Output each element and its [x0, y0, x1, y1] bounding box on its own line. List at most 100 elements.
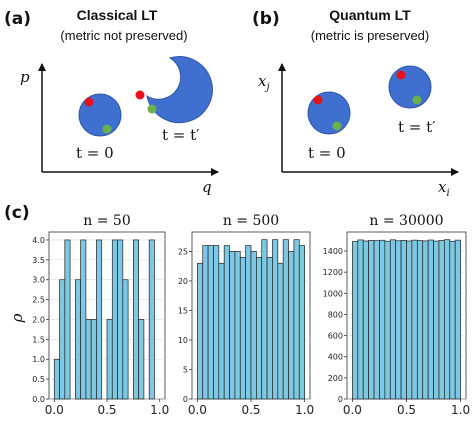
histogram-bar	[202, 245, 209, 400]
histogram-3: 0 200 400 600 800 1000 1200 1400 0.0 0.5 1.0 n = 30…	[323, 213, 470, 417]
histogram-bar	[362, 240, 369, 400]
y-tick-label: 1.0	[32, 355, 45, 364]
histogram-bar	[218, 262, 225, 400]
y-tick-label: 15	[178, 306, 188, 315]
panel-c-y-axis-label: ρ	[8, 313, 26, 323]
y-tick-label: 0	[338, 395, 343, 404]
histogram-bar	[59, 279, 66, 400]
y-tick-label: 0.5	[32, 375, 45, 384]
y-tick-label: 1200	[323, 268, 343, 277]
y-tick-label: 400	[328, 353, 343, 362]
histogram-bar	[106, 319, 113, 400]
x-tick-label: 0.0	[188, 403, 207, 417]
histogram-bar	[229, 251, 236, 400]
y-tick-label: 2.0	[32, 315, 45, 324]
green-point-marker	[332, 121, 342, 131]
histogram-bar	[288, 251, 295, 400]
histogram-bar	[357, 239, 364, 400]
panel-c: (c) ρ 0.0 0.5 1.0 1.5 2.0 2.5 3.0 3.5 4.0 0.0 0.5 1…	[4, 203, 470, 417]
histogram-bar	[213, 245, 220, 400]
red-point-marker	[84, 97, 94, 107]
y-tick-label: 4.0	[32, 236, 45, 245]
histogram-bar	[234, 251, 241, 400]
y-tick-label: 25	[178, 247, 188, 256]
histogram-bar	[197, 262, 204, 400]
histogram-bar	[406, 240, 413, 400]
panel-b-label: (b)	[252, 9, 280, 29]
x-tick-label: 1.0	[150, 403, 169, 417]
red-point-marker-evolved	[135, 90, 145, 100]
histogram-bar	[85, 319, 92, 400]
histogram-bar	[64, 239, 71, 400]
histogram-bar	[148, 239, 155, 400]
panel-a: (a) Classical LT (metric not preserved) …	[4, 7, 219, 196]
histogram-bar	[373, 240, 380, 400]
y-tick-label: 3.0	[32, 276, 45, 285]
panel-a-t0-label: t = 0	[76, 144, 114, 162]
histogram-bar	[111, 239, 118, 400]
histogram-bar	[207, 245, 214, 400]
panel-b: (b) Quantum LT (metric is preserved) xj …	[252, 7, 459, 199]
green-point-marker-evolved	[412, 95, 422, 105]
histogram-bar	[266, 257, 273, 400]
histogram-bar	[122, 279, 129, 400]
y-tick-label: 800	[328, 310, 343, 319]
histogram-bar	[250, 251, 257, 400]
histogram-bar	[298, 245, 305, 400]
x-tick-label: 1.0	[295, 403, 314, 417]
histogram-bar	[96, 239, 103, 400]
panel-b-t1-label: t = t′	[398, 118, 436, 136]
histogram-bar	[427, 239, 434, 400]
y-tick-label: 1400	[323, 247, 343, 256]
red-point-marker	[313, 95, 323, 105]
y-tick-label: 3.5	[32, 256, 45, 265]
panel-a-y-axis-label: p	[20, 68, 30, 86]
histogram-bar	[433, 240, 440, 400]
histogram-bar	[352, 241, 359, 400]
y-tick-label: 0.0	[32, 395, 45, 404]
panel-a-subtitle: (metric not preserved)	[60, 28, 187, 43]
histogram-bar	[138, 319, 145, 400]
histogram-bar	[293, 239, 300, 400]
histogram-bar	[438, 240, 445, 400]
panel-b-y-axis-label: xj	[258, 72, 270, 93]
y-tick-label: 200	[328, 374, 343, 383]
histogram-bar	[368, 240, 375, 400]
panel-b-subtitle: (metric is preserved)	[311, 28, 429, 43]
histogram-bar	[272, 239, 279, 400]
x-tick-label: 0.5	[97, 403, 116, 417]
histogram-bar	[261, 239, 268, 400]
panel-a-x-axis-label: q	[202, 178, 212, 196]
panel-b-title: Quantum LT	[329, 7, 411, 23]
x-tick-label: 0.5	[397, 403, 416, 417]
panel-b-x-axis-label: xi	[438, 178, 450, 199]
green-point-marker-evolved	[147, 104, 157, 114]
x-tick-label: 0.5	[241, 403, 260, 417]
histogram-1: 0.0 0.5 1.0 1.5 2.0 2.5 3.0 3.5 4.0 0.0 0.5 1.0 n = …	[32, 213, 169, 417]
y-tick-label: 1000	[323, 289, 343, 298]
distorted-phase-space-crescent	[146, 56, 213, 124]
green-point-marker	[102, 124, 112, 134]
y-tick-label: 10	[178, 336, 188, 345]
histogram-bar	[444, 239, 451, 400]
histogram-bar	[384, 240, 391, 400]
histogram-bar	[256, 257, 263, 400]
evolved-quantum-state-blob	[388, 65, 432, 109]
y-tick-label: 5	[183, 365, 188, 374]
histogram-bar	[379, 239, 386, 400]
histogram-bar	[454, 239, 461, 400]
histogram-bar	[80, 239, 87, 400]
histogram-bar	[400, 240, 407, 400]
panel-a-title: Classical LT	[77, 7, 158, 23]
panel-a-t1-label: t = t′	[162, 126, 200, 144]
histogram-bar	[282, 239, 289, 400]
panel-c-label: (c)	[4, 203, 30, 223]
histogram-2: 0 5 10 15 20 25 0.0 0.5 1.0 n = 500	[178, 213, 314, 417]
red-point-marker-evolved	[396, 70, 406, 80]
histogram-title: n = 50	[83, 213, 130, 229]
histograms: 0.0 0.5 1.0 1.5 2.0 2.5 3.0 3.5 4.0 0.0 0.5 1.0 n = …	[32, 213, 470, 417]
y-tick-label: 0	[183, 395, 188, 404]
y-tick-label: 1.5	[32, 335, 45, 344]
histogram-bar	[416, 240, 424, 400]
